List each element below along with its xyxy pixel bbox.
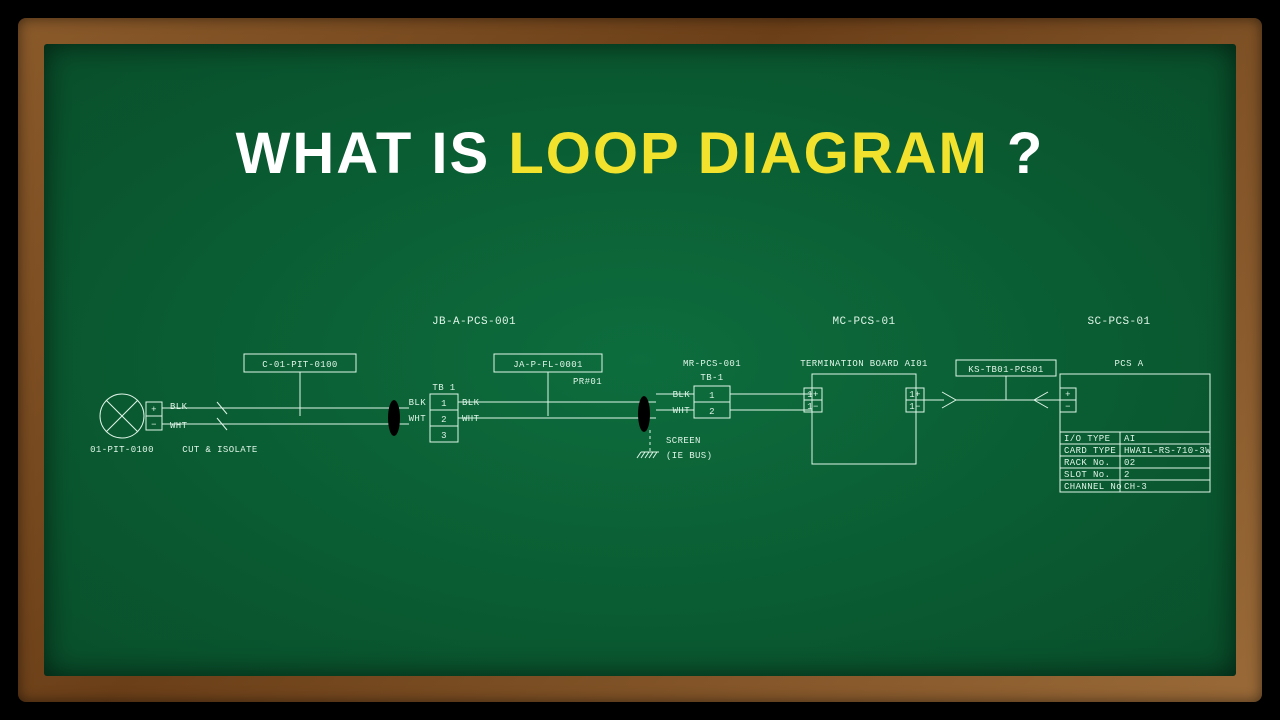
pcs-r2v: 02 [1124,458,1136,468]
tb1-in-pos: BLK [409,398,427,408]
mr-t1: 1 [709,391,715,401]
mr-iebus: (IE BUS) [666,451,712,461]
mr-wneg: WHT [673,406,691,416]
tb1-in-neg: WHT [409,414,427,424]
loop-diagram: JB-A-PCS-001 MC-PCS-01 SC-PCS-01 01-PIT-… [44,44,1236,676]
term-lneg: 1− [807,402,819,412]
section-jb: JB-A-PCS-001 [432,316,516,328]
cable3-label: KS-TB01-PCS01 [968,365,1043,375]
section-sc: SC-PCS-01 [1087,316,1150,328]
inst-pos: + [151,405,157,415]
pcs-r4k: CHANNEL No [1064,482,1122,492]
cable2-pair: PR#01 [573,377,602,387]
tb1-label: TB 1 [432,383,455,393]
pcs-r3k: SLOT No. [1064,470,1110,480]
tb1-t1: 1 [441,399,447,409]
term-rpos: 1+ [909,390,921,400]
term-board [812,374,916,464]
term-lpos: 1+ [807,390,819,400]
pcs-table: I/O TYPE AI CARD TYPE HWAIL-RS-710-3W RA… [1060,432,1211,492]
mr-t2: 2 [709,407,715,417]
tb1-out-neg: WHT [462,414,480,424]
term-rneg: 1− [909,402,921,412]
cable2-tag: JA-P-FL-0001 [513,360,583,370]
inst-wire-neg: WHT [170,421,188,431]
instrument-tag: 01-PIT-0100 [90,445,154,455]
pcs-r2k: RACK No. [1064,458,1110,468]
inst-neg: − [151,420,157,430]
pcs-r0k: I/O TYPE [1064,434,1110,444]
tb1-t3: 3 [441,431,447,441]
pcs-r3v: 2 [1124,470,1130,480]
pcs-header: PCS A [1114,359,1143,369]
pcs-r0v: AI [1124,434,1136,444]
mr-header: MR-PCS-001 [683,359,741,369]
pcs-r1k: CARD TYPE [1064,446,1116,456]
section-mc: MC-PCS-01 [832,316,895,328]
tb1-out-pos: BLK [462,398,480,408]
mr-tb: TB-1 [700,373,723,383]
pcs-pos: + [1065,390,1071,400]
instrument-symbol: 01-PIT-0100 [90,394,154,455]
inst-wire-pos: BLK [170,402,188,412]
mr-wpos: BLK [673,390,691,400]
cable1-label: C-01-PIT-0100 [262,360,337,370]
pcs-neg: − [1065,402,1071,412]
tb1-t2: 2 [441,415,447,425]
term-header: TERMINATION BOARD AI01 [800,359,928,369]
pcs-r1v: HWAIL-RS-710-3W [1124,446,1211,456]
cut-isolate: CUT & ISOLATE [182,445,257,455]
pcs-r4v: CH-3 [1124,482,1147,492]
mr-screen: SCREEN [666,436,701,446]
